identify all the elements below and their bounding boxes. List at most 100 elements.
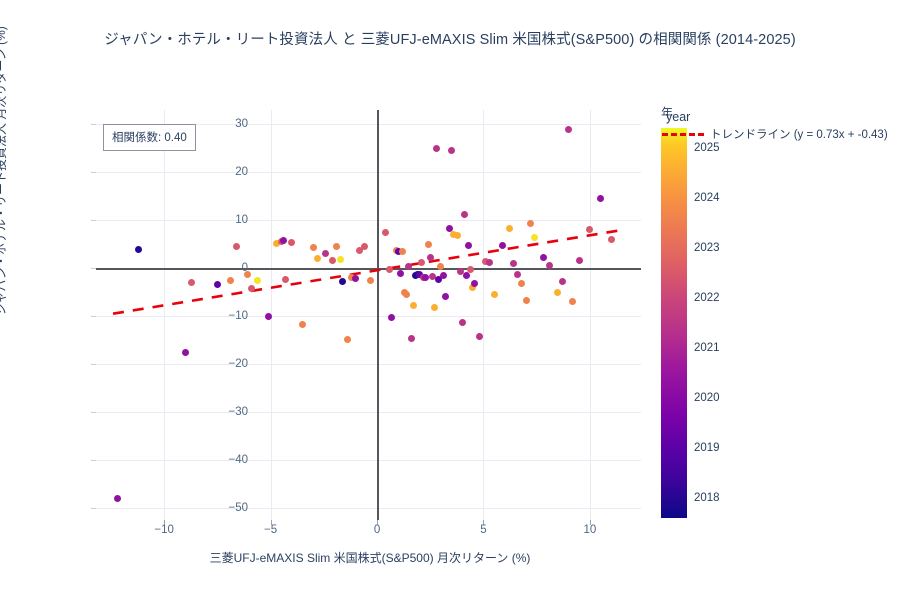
scatter-point[interactable] [462, 271, 470, 279]
scatter-point[interactable] [382, 229, 390, 237]
scatter-point[interactable] [333, 243, 341, 251]
scatter-point[interactable] [467, 266, 475, 274]
scatter-point[interactable] [439, 271, 447, 279]
scatter-point[interactable] [430, 303, 438, 311]
scatter-point[interactable] [328, 257, 336, 265]
scatter-point[interactable] [422, 274, 430, 282]
scatter-point[interactable] [367, 276, 375, 284]
scatter-point[interactable] [247, 285, 255, 293]
scatter-point[interactable] [188, 279, 196, 287]
scatter-point[interactable] [522, 296, 530, 304]
scatter-point[interactable] [433, 144, 441, 152]
scatter-point[interactable] [243, 270, 251, 278]
y-tick-mark [91, 316, 96, 318]
scatter-point[interactable] [441, 293, 449, 301]
scatter-point[interactable] [597, 195, 605, 203]
scatter-point[interactable] [499, 242, 507, 250]
scatter-point[interactable] [424, 240, 432, 248]
scatter-point[interactable] [339, 277, 347, 285]
scatter-point[interactable] [273, 239, 281, 247]
scatter-point[interactable] [565, 125, 573, 133]
scatter-point[interactable] [569, 298, 577, 306]
scatter-point[interactable] [356, 247, 364, 255]
gridline [96, 220, 641, 222]
gridline [96, 508, 641, 509]
scatter-point[interactable] [448, 147, 456, 155]
y-tick-mark [91, 364, 96, 366]
scatter-point[interactable] [458, 319, 466, 327]
scatter-point[interactable] [514, 270, 522, 278]
scatter-point[interactable] [435, 276, 443, 284]
x-tick-mark [483, 520, 485, 525]
scatter-point[interactable] [445, 225, 453, 233]
scatter-point[interactable] [399, 248, 407, 256]
scatter-point[interactable] [575, 257, 583, 265]
scatter-point[interactable] [450, 231, 458, 239]
scatter-point[interactable] [409, 302, 417, 310]
legend[interactable]: トレンドライン (y = 0.73x + -0.43) [662, 126, 888, 142]
scatter-point[interactable] [558, 277, 566, 285]
scatter-point[interactable] [465, 241, 473, 249]
scatter-point[interactable] [343, 336, 351, 344]
scatter-point[interactable] [486, 258, 494, 266]
scatter-point[interactable] [403, 290, 411, 298]
scatter-point[interactable] [264, 312, 272, 320]
scatter-point[interactable] [254, 277, 262, 285]
scatter-point[interactable] [460, 210, 468, 218]
scatter-point[interactable] [418, 258, 426, 266]
scatter-point[interactable] [454, 231, 462, 239]
scatter-point[interactable] [322, 250, 330, 258]
scatter-point[interactable] [313, 255, 321, 263]
scatter-point[interactable] [337, 256, 345, 264]
scatter-point[interactable] [469, 284, 477, 292]
colorbar-tick-label: 2022 [694, 292, 720, 304]
colorbar-tick-mark [687, 248, 692, 249]
scatter-point[interactable] [394, 247, 402, 255]
scatter-point[interactable] [586, 225, 594, 233]
scatter-point[interactable] [388, 313, 396, 321]
scatter-point[interactable] [416, 270, 424, 278]
scatter-point[interactable] [213, 281, 221, 289]
scatter-point[interactable] [490, 291, 498, 299]
scatter-point[interactable] [386, 265, 394, 273]
scatter-point[interactable] [407, 334, 415, 342]
x-tick-label: −5 [264, 524, 278, 536]
scatter-point[interactable] [113, 494, 121, 502]
scatter-point[interactable] [181, 348, 189, 356]
scatter-point[interactable] [505, 225, 513, 233]
scatter-point[interactable] [426, 254, 434, 262]
scatter-point[interactable] [518, 280, 526, 288]
scatter-point[interactable] [428, 273, 436, 281]
colorbar-tick-label: 2020 [694, 392, 720, 404]
y-tick-mark [91, 508, 96, 509]
colorbar-tick-label: 2023 [694, 242, 720, 254]
scatter-point[interactable] [226, 276, 234, 284]
scatter-point[interactable] [545, 261, 553, 269]
scatter-point[interactable] [554, 288, 562, 296]
scatter-point[interactable] [281, 276, 289, 284]
scatter-point[interactable] [607, 235, 615, 243]
scatter-point[interactable] [482, 257, 490, 265]
scatter-point[interactable] [299, 321, 306, 329]
scatter-point[interactable] [526, 219, 534, 227]
scatter-point[interactable] [396, 269, 404, 277]
gridline [589, 110, 591, 520]
scatter-point[interactable] [509, 260, 517, 268]
scatter-point[interactable] [539, 253, 547, 261]
scatter-point[interactable] [233, 243, 240, 251]
scatter-point[interactable] [279, 237, 287, 245]
scatter-point[interactable] [531, 233, 539, 241]
scatter-point[interactable] [360, 243, 368, 251]
scatter-point[interactable] [135, 245, 143, 253]
scatter-point[interactable] [288, 238, 296, 246]
scatter-point[interactable] [347, 273, 355, 281]
scatter-point[interactable] [456, 267, 464, 275]
scatter-point[interactable] [471, 280, 479, 288]
colorbar-tick-mark [687, 498, 692, 499]
scatter-point[interactable] [352, 275, 360, 283]
scatter-point[interactable] [437, 262, 445, 270]
x-tick-mark [377, 520, 379, 525]
scatter-point[interactable] [309, 244, 317, 252]
scatter-point[interactable] [405, 262, 413, 270]
scatter-point[interactable] [475, 333, 483, 341]
